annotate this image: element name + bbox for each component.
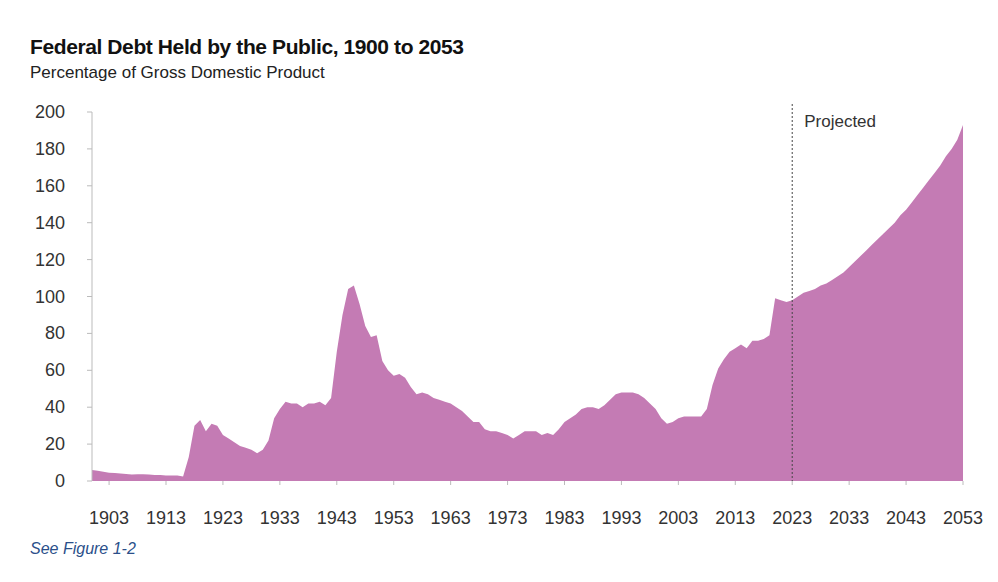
title: Federal Debt Held by the Public, 1900 to… bbox=[30, 35, 464, 58]
x-tick-label: 2033 bbox=[829, 508, 869, 528]
x-tick-label: 1943 bbox=[317, 508, 357, 528]
y-tick-label: 140 bbox=[35, 213, 65, 233]
y-tick bbox=[87, 185, 92, 186]
x-tick bbox=[336, 481, 337, 485]
y-tick-label: 20 bbox=[45, 434, 65, 454]
y-tick-label: 200 bbox=[35, 102, 65, 122]
y-tick-label: 160 bbox=[35, 176, 65, 196]
x-tick-label: 2053 bbox=[943, 508, 983, 528]
x-tick bbox=[963, 481, 964, 485]
y-tick bbox=[87, 112, 92, 113]
plot-area bbox=[92, 125, 963, 481]
y-tick-label: 120 bbox=[35, 250, 65, 270]
y-tick-label: 0 bbox=[55, 471, 65, 491]
y-tick bbox=[87, 259, 92, 260]
x-tick bbox=[222, 481, 223, 485]
y-tick bbox=[87, 333, 92, 334]
x-tick bbox=[678, 481, 679, 485]
x-tick bbox=[393, 481, 394, 485]
x-tick bbox=[906, 481, 907, 485]
x-tick-label: 1953 bbox=[374, 508, 414, 528]
debt-area bbox=[92, 125, 963, 481]
y-tick bbox=[87, 407, 92, 408]
y-tick bbox=[87, 370, 92, 371]
x-tick-label: 2023 bbox=[772, 508, 812, 528]
x-tick bbox=[279, 481, 280, 485]
footnote: See Figure 1-2 bbox=[30, 540, 136, 557]
subtitle: Percentage of Gross Domestic Product bbox=[30, 63, 325, 82]
x-tick-label: 2003 bbox=[658, 508, 698, 528]
x-tick bbox=[507, 481, 508, 485]
y-tick bbox=[87, 481, 92, 482]
x-tick bbox=[109, 481, 110, 485]
x-tick-label: 1963 bbox=[431, 508, 471, 528]
x-tick bbox=[564, 481, 565, 485]
x-tick bbox=[621, 481, 622, 485]
y-tick-label: 100 bbox=[35, 287, 65, 307]
y-tick bbox=[87, 222, 92, 223]
x-tick bbox=[792, 481, 793, 485]
x-tick bbox=[166, 481, 167, 485]
y-tick-label: 180 bbox=[35, 139, 65, 159]
x-tick-label: 1923 bbox=[203, 508, 243, 528]
x-tick-label: 2013 bbox=[715, 508, 755, 528]
annotation: Projected bbox=[804, 112, 876, 131]
y-tick-label: 80 bbox=[45, 323, 65, 343]
y-tick bbox=[87, 444, 92, 445]
x-tick-label: 1913 bbox=[146, 508, 186, 528]
y-tick bbox=[87, 148, 92, 149]
y-tick-label: 40 bbox=[45, 397, 65, 417]
chart: Federal Debt Held by the Public, 1900 to… bbox=[0, 0, 998, 582]
x-tick-label: 1973 bbox=[488, 508, 528, 528]
x-tick-label: 1993 bbox=[601, 508, 641, 528]
x-tick-label: 1933 bbox=[260, 508, 300, 528]
x-tick bbox=[849, 481, 850, 485]
y-tick bbox=[87, 296, 92, 297]
x-tick bbox=[450, 481, 451, 485]
x-tick-label: 1903 bbox=[89, 508, 129, 528]
projection-line bbox=[792, 104, 793, 481]
x-tick-label: 2043 bbox=[886, 508, 926, 528]
x-tick-label: 1983 bbox=[544, 508, 584, 528]
x-tick bbox=[735, 481, 736, 485]
y-tick-label: 60 bbox=[45, 360, 65, 380]
